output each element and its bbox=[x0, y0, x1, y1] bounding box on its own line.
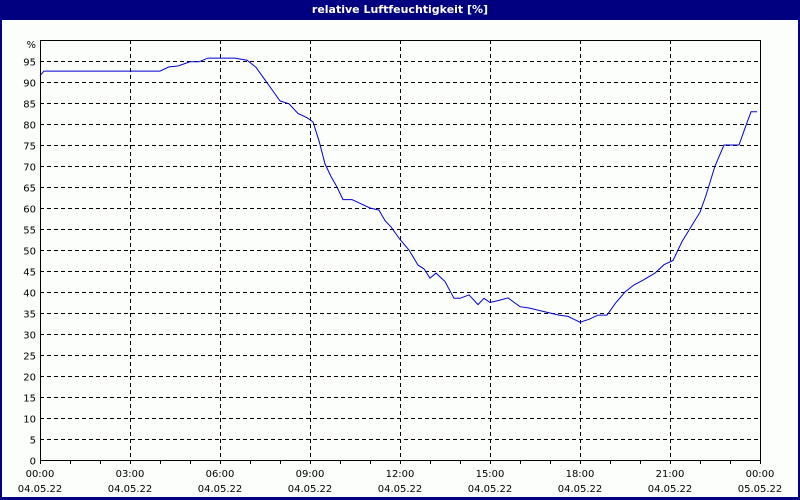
x-tick-time-label: 09:00 bbox=[296, 469, 325, 480]
y-tick-label: 15 bbox=[23, 394, 36, 405]
y-tick-label: 55 bbox=[23, 226, 36, 237]
y-tick-label: 20 bbox=[23, 373, 36, 384]
x-tick-time-label: 00:00 bbox=[746, 469, 775, 480]
y-tick-label: 10 bbox=[23, 415, 36, 426]
y-tick-label: 45 bbox=[23, 268, 36, 279]
y-tick-label: 30 bbox=[23, 331, 36, 342]
humidity-series-line bbox=[39, 57, 757, 323]
x-tick-time-label: 18:00 bbox=[566, 469, 595, 480]
x-tick-date-label: 04.05.22 bbox=[378, 484, 423, 495]
y-tick-label: 25 bbox=[23, 352, 36, 363]
y-tick-label: 90 bbox=[23, 79, 36, 90]
x-tick-time-label: 15:00 bbox=[476, 469, 505, 480]
y-tick-label: 35 bbox=[23, 310, 36, 321]
x-tick-time-label: 06:00 bbox=[206, 469, 235, 480]
y-tick-label: 75 bbox=[23, 142, 36, 153]
y-tick-label: 5 bbox=[30, 436, 36, 447]
x-tick-date-label: 04.05.22 bbox=[108, 484, 153, 495]
x-tick-time-label: 03:00 bbox=[116, 469, 145, 480]
y-tick-label: 40 bbox=[23, 289, 36, 300]
y-tick-label: 0 bbox=[30, 457, 36, 468]
y-tick-label: 50 bbox=[23, 247, 36, 258]
x-tick-time-label: 21:00 bbox=[656, 469, 685, 480]
x-tick-time-label: 00:00 bbox=[26, 469, 55, 480]
x-tick-date-label: 04.05.22 bbox=[198, 484, 243, 495]
y-unit-label: % bbox=[26, 40, 36, 51]
y-tick-label: 65 bbox=[23, 184, 36, 195]
x-tick-date-label: 04.05.22 bbox=[18, 484, 63, 495]
y-tick-label: 70 bbox=[23, 163, 36, 174]
y-tick-label: 80 bbox=[23, 121, 36, 132]
y-tick-label: 95 bbox=[23, 58, 36, 69]
plot-border bbox=[40, 40, 761, 461]
y-tick-label: 60 bbox=[23, 205, 36, 216]
x-tick-date-label: 04.05.22 bbox=[558, 484, 603, 495]
x-tick-date-label: 05.05.22 bbox=[738, 484, 783, 495]
x-tick-time-label: 12:00 bbox=[386, 469, 415, 480]
chart-title: relative Luftfeuchtigkeit [%] bbox=[0, 0, 800, 20]
y-tick-label: 85 bbox=[23, 100, 36, 111]
x-tick-date-label: 04.05.22 bbox=[468, 484, 513, 495]
x-tick-date-label: 04.05.22 bbox=[288, 484, 333, 495]
x-tick-date-label: 04.05.22 bbox=[648, 484, 693, 495]
